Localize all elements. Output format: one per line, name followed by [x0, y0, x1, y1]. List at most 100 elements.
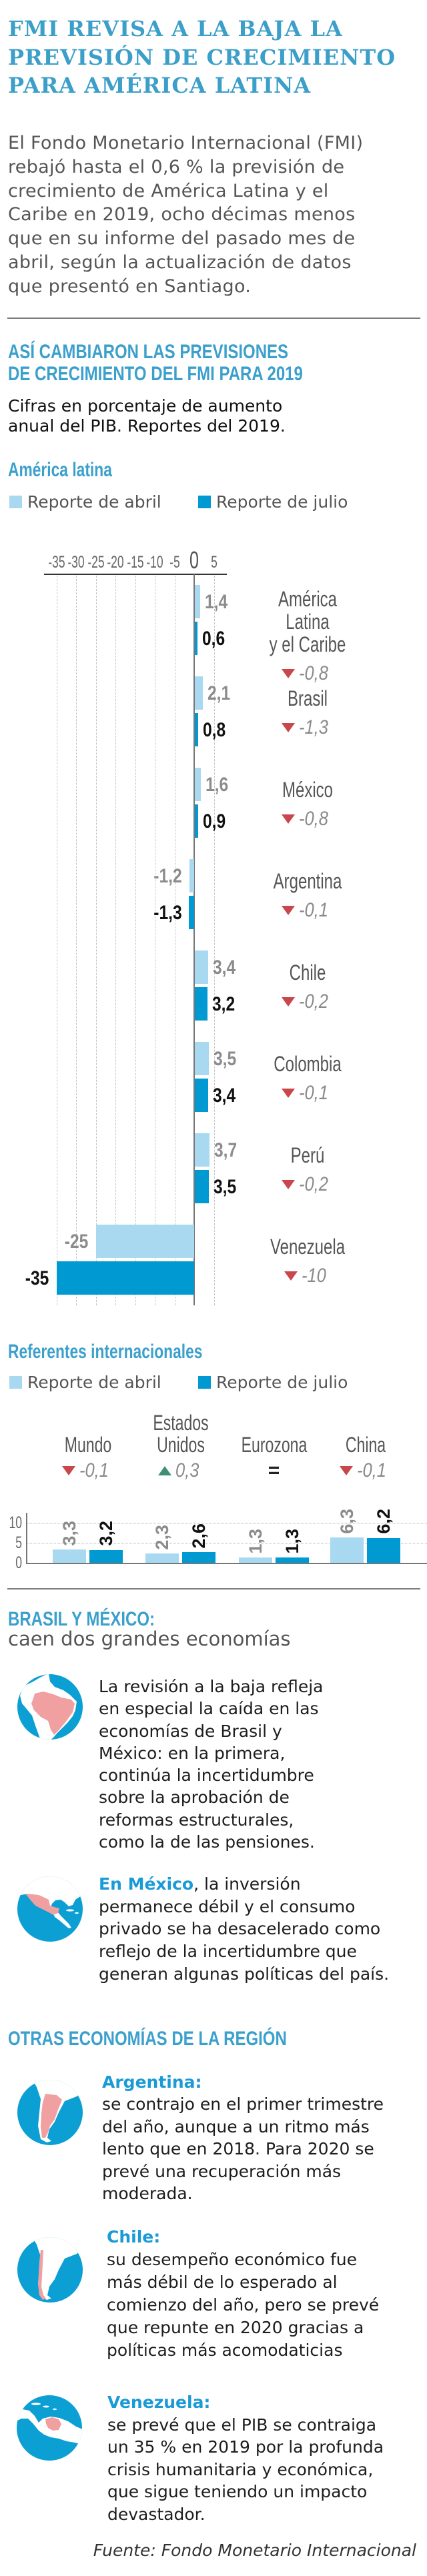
change-value: -0,8 — [299, 662, 329, 685]
up-triangle-icon — [157, 1466, 171, 1476]
down-triangle-icon — [282, 906, 296, 916]
bar-julio — [195, 804, 199, 838]
globe-chile-icon — [17, 2237, 83, 2303]
category-label: Eurozona = — [228, 1409, 321, 1482]
argentina-body: se contrajo en el primer trimestre del a… — [102, 2094, 384, 2204]
mexico-text: En México, la inversión permanece débil … — [99, 1873, 389, 1986]
change-value: -0,1 — [356, 1459, 386, 1482]
intl-category-labels: Mundo -0,1 Estados Unidos 0,3 Eurozona = China… — [0, 1409, 427, 1482]
value-label: 2,6 — [189, 1523, 209, 1549]
bar-abril — [239, 1557, 272, 1563]
gridline — [135, 576, 136, 1305]
region-name: Mundo — [64, 1433, 111, 1457]
bar-julio — [195, 622, 197, 655]
legend-item-july: Reporte de julio — [198, 492, 348, 512]
value-label: 3,4 — [213, 1085, 236, 1107]
down-triangle-icon — [339, 1466, 353, 1476]
legend-swatch-july — [198, 495, 211, 508]
region-name: Estados Unidos — [152, 1411, 209, 1457]
country-name: América Latina y el Caribe — [269, 587, 346, 656]
category-label: Venezuela -10 — [254, 1235, 361, 1290]
change-value: -0,2 — [299, 991, 329, 1013]
category-label: Argentina -0,1 — [254, 870, 361, 924]
value-label: 3,5 — [213, 1048, 236, 1070]
change-value: -0,2 — [299, 1173, 329, 1196]
value-label: 6,2 — [374, 1509, 394, 1534]
mexico-body: , la inversión permanece débil y el cons… — [99, 1874, 390, 1984]
globe-mexico-icon — [17, 1876, 83, 1942]
other-economies-title: OTRAS ECONOMÍAS DE LA REGIÓN — [8, 2028, 287, 2050]
bar-julio — [189, 896, 194, 929]
bar-abril — [95, 1225, 194, 1258]
bar-julio — [89, 1549, 123, 1563]
change-indicator: -1,3 — [254, 712, 361, 742]
chile-text: Chile: su desempeño económico fue más déb… — [107, 2226, 379, 2362]
bar-julio — [276, 1557, 309, 1563]
legend-label-july: Reporte de julio — [216, 492, 348, 512]
argentina-text: Argentina: se contrajo en el primer trime… — [102, 2071, 384, 2204]
x-tick-label: -5 — [169, 553, 180, 572]
down-triangle-icon — [284, 1271, 298, 1281]
brasil-mexico-subtitle: caen dos grandes economías — [8, 1628, 291, 1650]
country-name: Argentina — [273, 869, 342, 893]
change-indicator: = — [228, 1457, 321, 1483]
bar-abril — [195, 676, 203, 710]
bar-julio — [195, 1170, 209, 1203]
bar-abril — [195, 1133, 209, 1167]
country-name: Brasil — [287, 686, 328, 710]
value-label: 1,3 — [246, 1528, 266, 1554]
no-change-indicator: = — [268, 1459, 280, 1482]
value-label: 3,2 — [96, 1521, 116, 1546]
region-name: China — [345, 1433, 386, 1457]
argentina-lead: Argentina: — [102, 2072, 202, 2092]
venezuela-text: Venezuela: se prevé que el PIB se contrai… — [107, 2391, 384, 2526]
legend-label-april: Reporte de abril — [27, 1372, 161, 1392]
divider — [7, 1588, 420, 1589]
change-value: -0,1 — [79, 1459, 109, 1482]
source-note: Fuente: Fondo Monetario Internacional — [93, 2541, 416, 2560]
value-label: 3,2 — [211, 993, 236, 1015]
change-indicator: -10 — [254, 1261, 361, 1290]
legend-swatch-july — [198, 1375, 211, 1389]
legend-label-july: Reporte de julio — [216, 1372, 348, 1392]
down-triangle-icon — [282, 1180, 296, 1190]
y-tick-label: 10 — [9, 1513, 22, 1532]
value-label: 1,6 — [205, 774, 229, 796]
bar-abril — [195, 1042, 209, 1075]
x-axis-line — [44, 574, 227, 575]
change-value: -0,8 — [299, 808, 329, 830]
bar-julio — [182, 1552, 216, 1563]
category-label: América Latina y el Caribe -0,8 — [254, 588, 361, 688]
globe-brazil-icon — [17, 1674, 83, 1740]
latam-bar-chart: -35 -30 -25 -20 -15 -10 -5 0 5 1,4 0,6 América Lati… — [0, 547, 427, 1307]
category-label: Mundo -0,1 — [41, 1409, 135, 1482]
change-indicator: -0,2 — [254, 987, 361, 1016]
mexico-lead: En México — [99, 1874, 194, 1894]
value-label: 3,4 — [213, 956, 236, 979]
gridline — [76, 576, 77, 1305]
x-tick-label: -15 — [126, 553, 144, 572]
value-label: 0,6 — [201, 628, 225, 650]
bar-julio — [367, 1537, 400, 1563]
down-triangle-icon — [282, 669, 296, 679]
down-triangle-icon — [282, 723, 296, 733]
x-tick-label: -35 — [47, 553, 65, 572]
y-tick-label: 0 — [15, 1553, 22, 1572]
value-label: 0,9 — [203, 810, 226, 832]
y-axis-line — [26, 1513, 27, 1563]
globe-venezuela-icon — [17, 2395, 82, 2461]
venezuela-lead: Venezuela: — [107, 2393, 211, 2412]
value-label: 3,5 — [213, 1176, 236, 1198]
legend-label-april: Reporte de abril — [27, 492, 161, 512]
bar-julio — [195, 987, 207, 1021]
down-triangle-icon — [282, 1089, 296, 1099]
bar-julio — [56, 1261, 194, 1295]
category-label: México -0,8 — [254, 778, 361, 833]
bar-julio — [195, 713, 198, 746]
change-indicator: -0,8 — [254, 804, 361, 833]
intl-legend-item-april: Reporte de abril — [9, 1372, 161, 1392]
value-label: -25 — [64, 1231, 89, 1253]
change-indicator: -0,2 — [254, 1169, 361, 1199]
change-indicator: -0,8 — [254, 658, 361, 688]
x-tick-label: -30 — [67, 553, 85, 572]
